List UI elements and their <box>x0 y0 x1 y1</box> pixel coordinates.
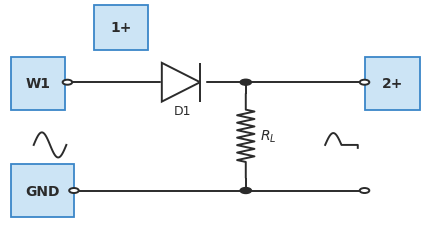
Circle shape <box>240 80 251 86</box>
Text: 1+: 1+ <box>110 21 131 35</box>
FancyBboxPatch shape <box>11 165 74 217</box>
Circle shape <box>359 80 368 85</box>
Circle shape <box>62 80 72 85</box>
Text: D1: D1 <box>174 104 191 117</box>
Text: W1: W1 <box>26 77 50 91</box>
Circle shape <box>359 188 368 193</box>
Text: GND: GND <box>25 184 59 198</box>
FancyBboxPatch shape <box>93 6 148 51</box>
Text: $R_L$: $R_L$ <box>259 128 276 144</box>
FancyBboxPatch shape <box>11 58 65 110</box>
Polygon shape <box>161 64 200 102</box>
Circle shape <box>69 188 79 193</box>
Text: 2+: 2+ <box>381 77 402 91</box>
FancyBboxPatch shape <box>365 58 419 110</box>
Circle shape <box>240 188 251 194</box>
